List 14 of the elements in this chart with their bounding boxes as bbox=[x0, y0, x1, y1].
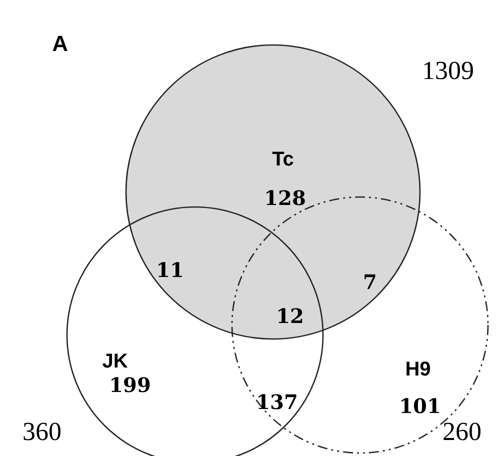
text: 128 bbox=[264, 186, 306, 210]
text: 12 bbox=[276, 304, 304, 328]
text: 11 bbox=[156, 258, 184, 282]
text: 7 bbox=[363, 270, 377, 294]
category-label: Tc bbox=[272, 148, 294, 171]
text: 199 bbox=[109, 373, 151, 398]
category-label: JK bbox=[102, 350, 128, 373]
data-label: 1309 bbox=[422, 56, 474, 85]
text: 137 bbox=[256, 390, 298, 414]
data-label: 260 bbox=[442, 416, 482, 446]
data-label: 360 bbox=[22, 416, 62, 446]
category-label: H9 bbox=[405, 358, 431, 381]
text: A bbox=[52, 31, 68, 56]
text: 101 bbox=[399, 394, 441, 418]
